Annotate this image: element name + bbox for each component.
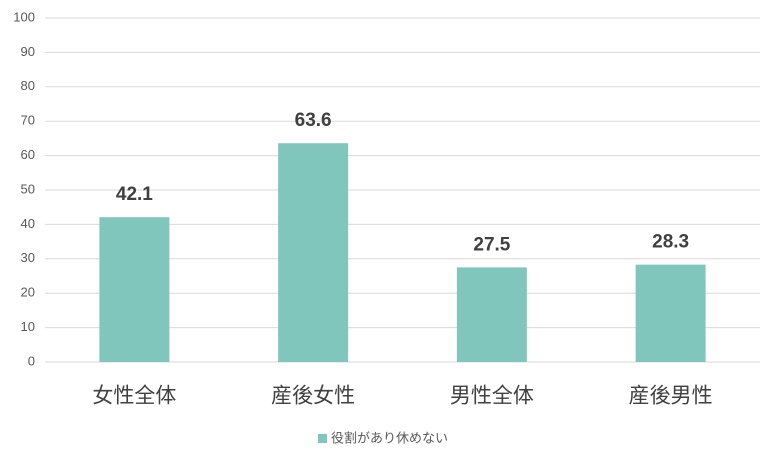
legend-label: 役割があり休めない [331,430,448,445]
y-tick-label: 20 [21,285,35,300]
y-tick-label: 40 [21,216,35,231]
bar [278,143,349,362]
bar [99,217,170,362]
bar [456,267,527,362]
data-label: 63.6 [295,110,332,131]
bar [635,264,706,362]
x-tick-label: 産後女性 [271,385,355,408]
x-tick-label: 女性全体 [92,385,176,408]
x-tick-label: 産後男性 [629,385,713,408]
y-tick-label: 70 [21,113,35,128]
y-tick-label: 60 [21,147,35,162]
data-label: 42.1 [116,184,153,205]
data-label: 27.5 [473,234,510,255]
x-tick-label: 男性全体 [450,385,534,408]
y-tick-label: 30 [21,250,35,265]
y-tick-label: 50 [21,181,35,196]
y-tick-label: 90 [21,44,35,59]
data-label: 28.3 [652,232,689,253]
legend-swatch [318,434,327,443]
y-tick-label: 80 [21,78,35,93]
y-tick-label: 10 [21,319,35,334]
y-tick-label: 100 [13,9,35,24]
y-tick-label: 0 [28,353,35,368]
